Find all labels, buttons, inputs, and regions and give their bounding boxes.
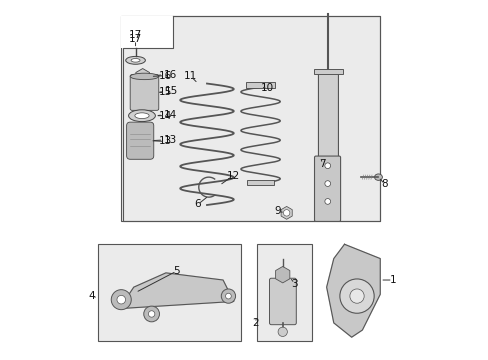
Text: 7: 7 <box>318 159 325 169</box>
Circle shape <box>148 311 155 317</box>
Text: 15: 15 <box>165 86 178 96</box>
FancyBboxPatch shape <box>246 82 274 88</box>
Text: 4: 4 <box>88 291 95 301</box>
Circle shape <box>349 289 364 303</box>
FancyBboxPatch shape <box>121 16 380 221</box>
Polygon shape <box>326 244 380 337</box>
Text: 6: 6 <box>194 199 201 209</box>
FancyBboxPatch shape <box>257 244 312 341</box>
Ellipse shape <box>374 174 382 180</box>
Ellipse shape <box>131 59 140 62</box>
Text: 13: 13 <box>164 135 177 145</box>
FancyBboxPatch shape <box>98 244 241 341</box>
Text: 14: 14 <box>158 111 171 121</box>
FancyBboxPatch shape <box>130 75 159 111</box>
Text: 3: 3 <box>290 279 297 289</box>
Circle shape <box>221 289 235 303</box>
Circle shape <box>283 210 289 216</box>
Text: 16: 16 <box>164 69 177 80</box>
Text: 12: 12 <box>226 171 239 181</box>
Circle shape <box>143 306 159 322</box>
Ellipse shape <box>128 110 155 122</box>
Circle shape <box>225 293 231 299</box>
FancyBboxPatch shape <box>121 16 173 48</box>
Text: 17: 17 <box>129 34 142 44</box>
Polygon shape <box>119 273 233 309</box>
Circle shape <box>324 163 330 168</box>
FancyBboxPatch shape <box>313 68 342 73</box>
Ellipse shape <box>130 73 159 80</box>
Text: 5: 5 <box>173 266 180 276</box>
FancyBboxPatch shape <box>246 180 274 185</box>
Circle shape <box>117 296 125 304</box>
Text: 2: 2 <box>251 318 258 328</box>
Circle shape <box>324 199 330 204</box>
Text: 17: 17 <box>129 30 142 40</box>
Text: 16: 16 <box>158 71 171 81</box>
Text: 1: 1 <box>388 275 395 285</box>
Text: 9: 9 <box>273 206 280 216</box>
Ellipse shape <box>135 113 149 118</box>
FancyBboxPatch shape <box>314 156 340 221</box>
Text: 13: 13 <box>158 136 171 147</box>
FancyBboxPatch shape <box>318 72 338 161</box>
FancyBboxPatch shape <box>126 122 153 159</box>
Text: 8: 8 <box>381 179 387 189</box>
Text: 11: 11 <box>184 71 197 81</box>
Text: 14: 14 <box>164 110 177 120</box>
Circle shape <box>339 279 373 313</box>
Circle shape <box>278 327 287 337</box>
Ellipse shape <box>125 57 145 64</box>
Circle shape <box>324 181 330 186</box>
Text: 10: 10 <box>261 83 274 93</box>
Circle shape <box>111 290 131 310</box>
FancyBboxPatch shape <box>269 278 296 325</box>
Text: 15: 15 <box>158 87 171 98</box>
